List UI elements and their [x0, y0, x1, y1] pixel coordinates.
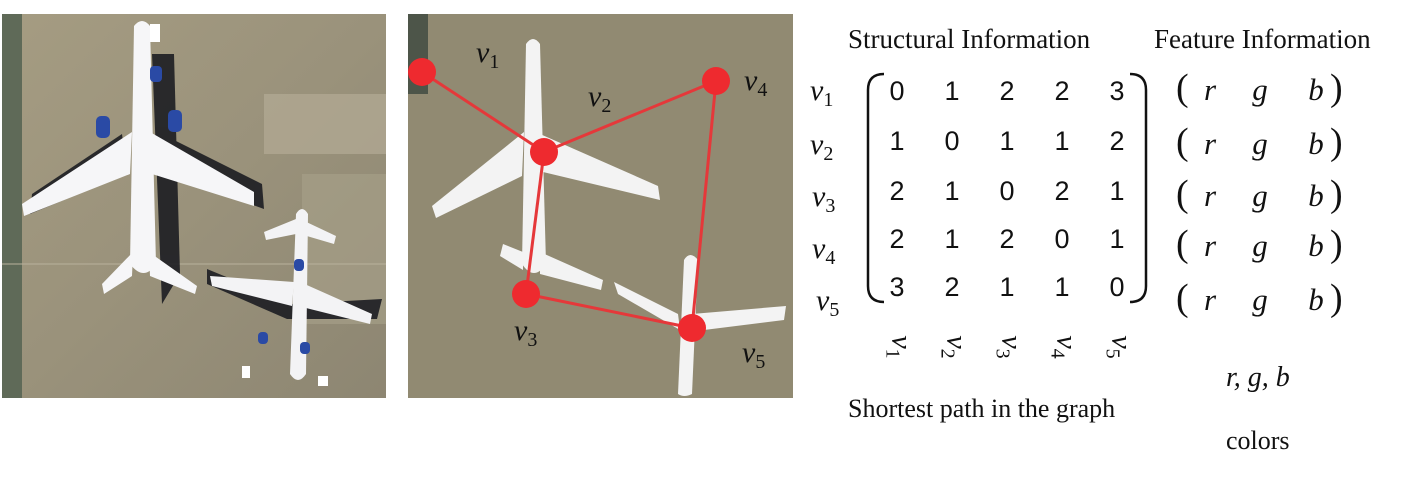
small-airplane: [210, 209, 372, 380]
feature-heading: Feature Information: [1154, 24, 1371, 54]
grass-strip: [2, 14, 22, 398]
feature-paren-close: ): [1330, 277, 1343, 319]
matrix-cell: 1: [999, 272, 1015, 302]
pavement-patch: [264, 94, 386, 154]
matrix-cell: 2: [889, 176, 905, 206]
graph-label-v5: v5: [742, 336, 766, 373]
graph-label-v1: v1: [476, 36, 500, 73]
segmented-graph: v1 v2 v3 v4 v5: [408, 14, 793, 398]
feature-b: b: [1308, 72, 1324, 107]
feature-r: r: [1203, 178, 1217, 213]
matrix-cell: 2: [999, 76, 1015, 106]
node-v4: [702, 67, 730, 95]
graph-label-v2: v2: [588, 80, 612, 117]
row-label-v4: v4: [812, 232, 836, 269]
matrix-cell: 2: [944, 272, 960, 302]
matrix-brackets: [866, 72, 1148, 304]
feature-b: b: [1308, 228, 1324, 263]
feature-g: g: [1252, 282, 1268, 317]
matrix-cell: 0: [944, 126, 960, 156]
feature-g: g: [1252, 228, 1268, 263]
matrix-cell: 1: [1109, 176, 1125, 206]
feature-r: r: [1203, 126, 1217, 161]
feature-r: r: [1203, 228, 1217, 263]
matrix-cell: 1: [889, 126, 905, 156]
edge-v1-v2: [421, 70, 545, 154]
col-label-v5: v5: [1101, 335, 1139, 359]
segmented-graph-art: [408, 14, 793, 398]
matrix-cell: 3: [889, 272, 905, 302]
graph-label-v3: v3: [514, 314, 538, 351]
matrix-cell: 0: [1109, 272, 1125, 302]
col-label-v4: v4: [1046, 335, 1084, 359]
matrix-cell: 1: [1054, 272, 1070, 302]
edge-v3-v5: [525, 292, 693, 330]
feature-b: b: [1308, 126, 1324, 161]
matrix-cell: 0: [889, 76, 905, 106]
aerial-photo: [2, 14, 386, 398]
col-label-v2: v2: [936, 335, 974, 359]
right-bracket: [1129, 72, 1148, 304]
feature-paren-close: ): [1330, 223, 1343, 265]
node-v5: [678, 314, 706, 342]
matrix-cell: 1: [944, 176, 960, 206]
matrix-cell: 0: [1054, 224, 1070, 254]
feature-paren-open: (: [1176, 121, 1189, 163]
graph-nodes: [408, 58, 730, 342]
segmented-large-plane: [432, 39, 660, 290]
feature-r: r: [1203, 72, 1217, 107]
feature-g: g: [1252, 72, 1268, 107]
matrix-cell: 1: [1109, 224, 1125, 254]
node-v3: [512, 280, 540, 308]
feature-paren-open: (: [1176, 173, 1189, 215]
ground-vehicle: [150, 24, 328, 386]
left-bracket: [866, 72, 885, 304]
graph-edges: [421, 70, 718, 330]
feature-paren-open: (: [1176, 277, 1189, 319]
feature-b: b: [1308, 282, 1324, 317]
graph-label-v4: v4: [744, 64, 768, 101]
aerial-photo-art: [2, 14, 386, 398]
matrix-cell: 3: [1109, 76, 1125, 106]
matrix-cell: 1: [944, 224, 960, 254]
feature-paren-close: ): [1330, 173, 1343, 215]
matrix-cell: 2: [1109, 126, 1125, 156]
edge-v4-v5: [690, 80, 718, 329]
feature-paren-close: ): [1330, 67, 1343, 109]
engine: [96, 66, 182, 138]
feature-b: b: [1308, 178, 1324, 213]
row-label-v2: v2: [810, 128, 834, 165]
col-label-v1: v1: [881, 335, 919, 359]
matrix-cell: 1: [944, 76, 960, 106]
node-v1: [408, 58, 436, 86]
feature-paren-open: (: [1176, 67, 1189, 109]
matrix-cell: 1: [1054, 126, 1070, 156]
colors-caption: colors: [1226, 426, 1290, 455]
matrix-cell: 2: [1054, 176, 1070, 206]
engine: [258, 259, 310, 354]
edge-v2-v4: [543, 79, 717, 154]
feature-paren-open: (: [1176, 223, 1189, 265]
segmented-background: [408, 14, 793, 398]
matrix-cell: 2: [999, 224, 1015, 254]
shortest-path-caption: Shortest path in the graph: [848, 394, 1116, 423]
col-label-v3: v3: [991, 335, 1029, 359]
matrix-cell: 2: [1054, 76, 1070, 106]
rgb-caption: r, g, b: [1226, 362, 1290, 393]
edge-v2-v3: [524, 151, 546, 295]
large-airplane: [22, 21, 254, 294]
feature-r: r: [1203, 282, 1217, 317]
feature-g: g: [1252, 178, 1268, 213]
feature-paren-close: ): [1330, 121, 1343, 163]
row-label-v1: v1: [810, 74, 834, 111]
matrix-cell: 0: [999, 176, 1015, 206]
feature-g: g: [1252, 126, 1268, 161]
node-v2: [530, 138, 558, 166]
structural-heading: Structural Information: [848, 24, 1091, 54]
matrix-cell: 1: [999, 126, 1015, 156]
row-label-v3: v3: [812, 180, 836, 217]
row-label-v5: v5: [816, 284, 840, 321]
matrix-cell: 2: [889, 224, 905, 254]
